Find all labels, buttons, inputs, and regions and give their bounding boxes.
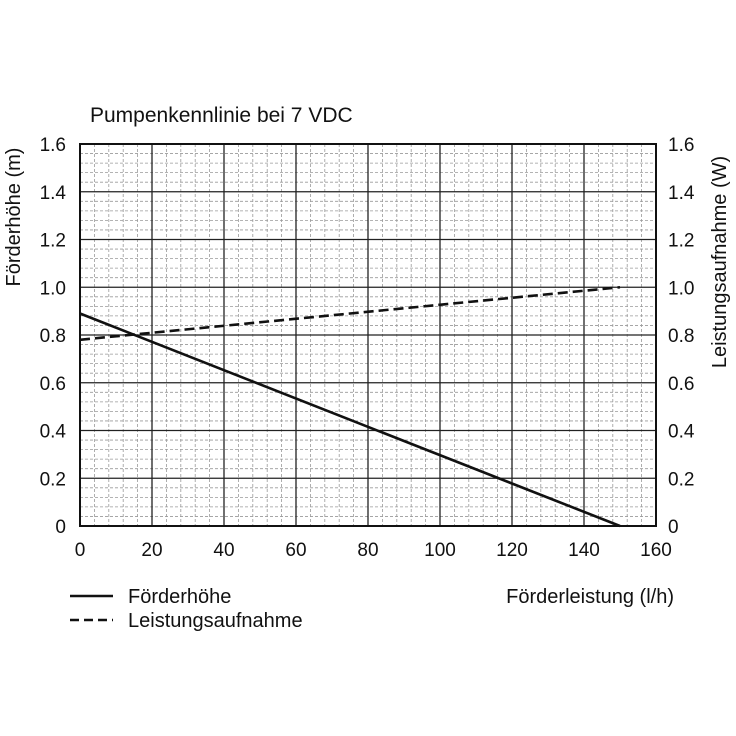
left-y-tick-label: 1.4 (40, 183, 67, 204)
right-y-tick-label: 0 (668, 517, 679, 538)
left-y-tick-label: 0.2 (40, 469, 66, 490)
x-tick-label: 160 (640, 540, 672, 561)
series-line-foerderhoehe (79, 312, 621, 528)
chart-title: Pumpenkennlinie bei 7 VDC (90, 104, 353, 127)
left-y-tick-label: 0.4 (40, 422, 67, 443)
legend-label-foerderhoehe: Förderhöhe (128, 586, 231, 608)
major-grid (80, 144, 656, 526)
x-axis-ticks: 0 20 40 60 80 100 120 140 160 (75, 540, 672, 561)
right-y-tick-label: 1.2 (668, 231, 694, 252)
left-y-tick-label: 1.2 (40, 231, 66, 252)
plot-frame (79, 143, 657, 527)
right-y-tick-label: 1.6 (668, 135, 694, 156)
x-tick-label: 0 (75, 540, 86, 561)
series-line-leistungsaufnahme (79, 285, 621, 342)
left-y-tick-label: 1.0 (40, 278, 66, 299)
right-y-tick-label: 0.6 (668, 374, 694, 395)
right-y-tick-label: 1.4 (668, 183, 695, 204)
left-y-tick-label: 0.8 (40, 326, 66, 347)
right-axis-ticks: 0 0.2 0.4 0.6 0.8 1.0 1.2 1.4 1.6 (668, 135, 695, 538)
right-y-tick-label: 0.2 (668, 469, 694, 490)
left-y-tick-label: 0 (55, 517, 66, 538)
right-y-tick-label: 1.0 (668, 278, 694, 299)
left-y-tick-label: 1.6 (40, 135, 66, 156)
legend: Förderhöhe Leistungsaufnahme (70, 586, 303, 632)
right-y-tick-label: 0.4 (668, 422, 695, 443)
left-axis-ticks: 0 0.2 0.4 0.6 0.8 1.0 1.2 1.4 1.6 (40, 135, 67, 538)
x-axis-label: Förderleistung (l/h) (506, 586, 674, 608)
x-tick-label: 100 (424, 540, 456, 561)
left-axis-label: Förderhöhe (m) (3, 148, 25, 287)
right-axis-label: Leistungsaufnahme (W) (709, 156, 731, 368)
left-y-tick-label: 0.6 (40, 374, 66, 395)
x-tick-label: 80 (357, 540, 378, 561)
x-tick-label: 140 (568, 540, 600, 561)
right-y-tick-label: 0.8 (668, 326, 694, 347)
series-layer (79, 285, 621, 528)
x-tick-label: 40 (213, 540, 234, 561)
x-tick-label: 120 (496, 540, 528, 561)
legend-label-leistungsaufnahme: Leistungsaufnahme (128, 610, 303, 632)
x-tick-label: 20 (141, 540, 162, 561)
x-tick-label: 60 (285, 540, 306, 561)
